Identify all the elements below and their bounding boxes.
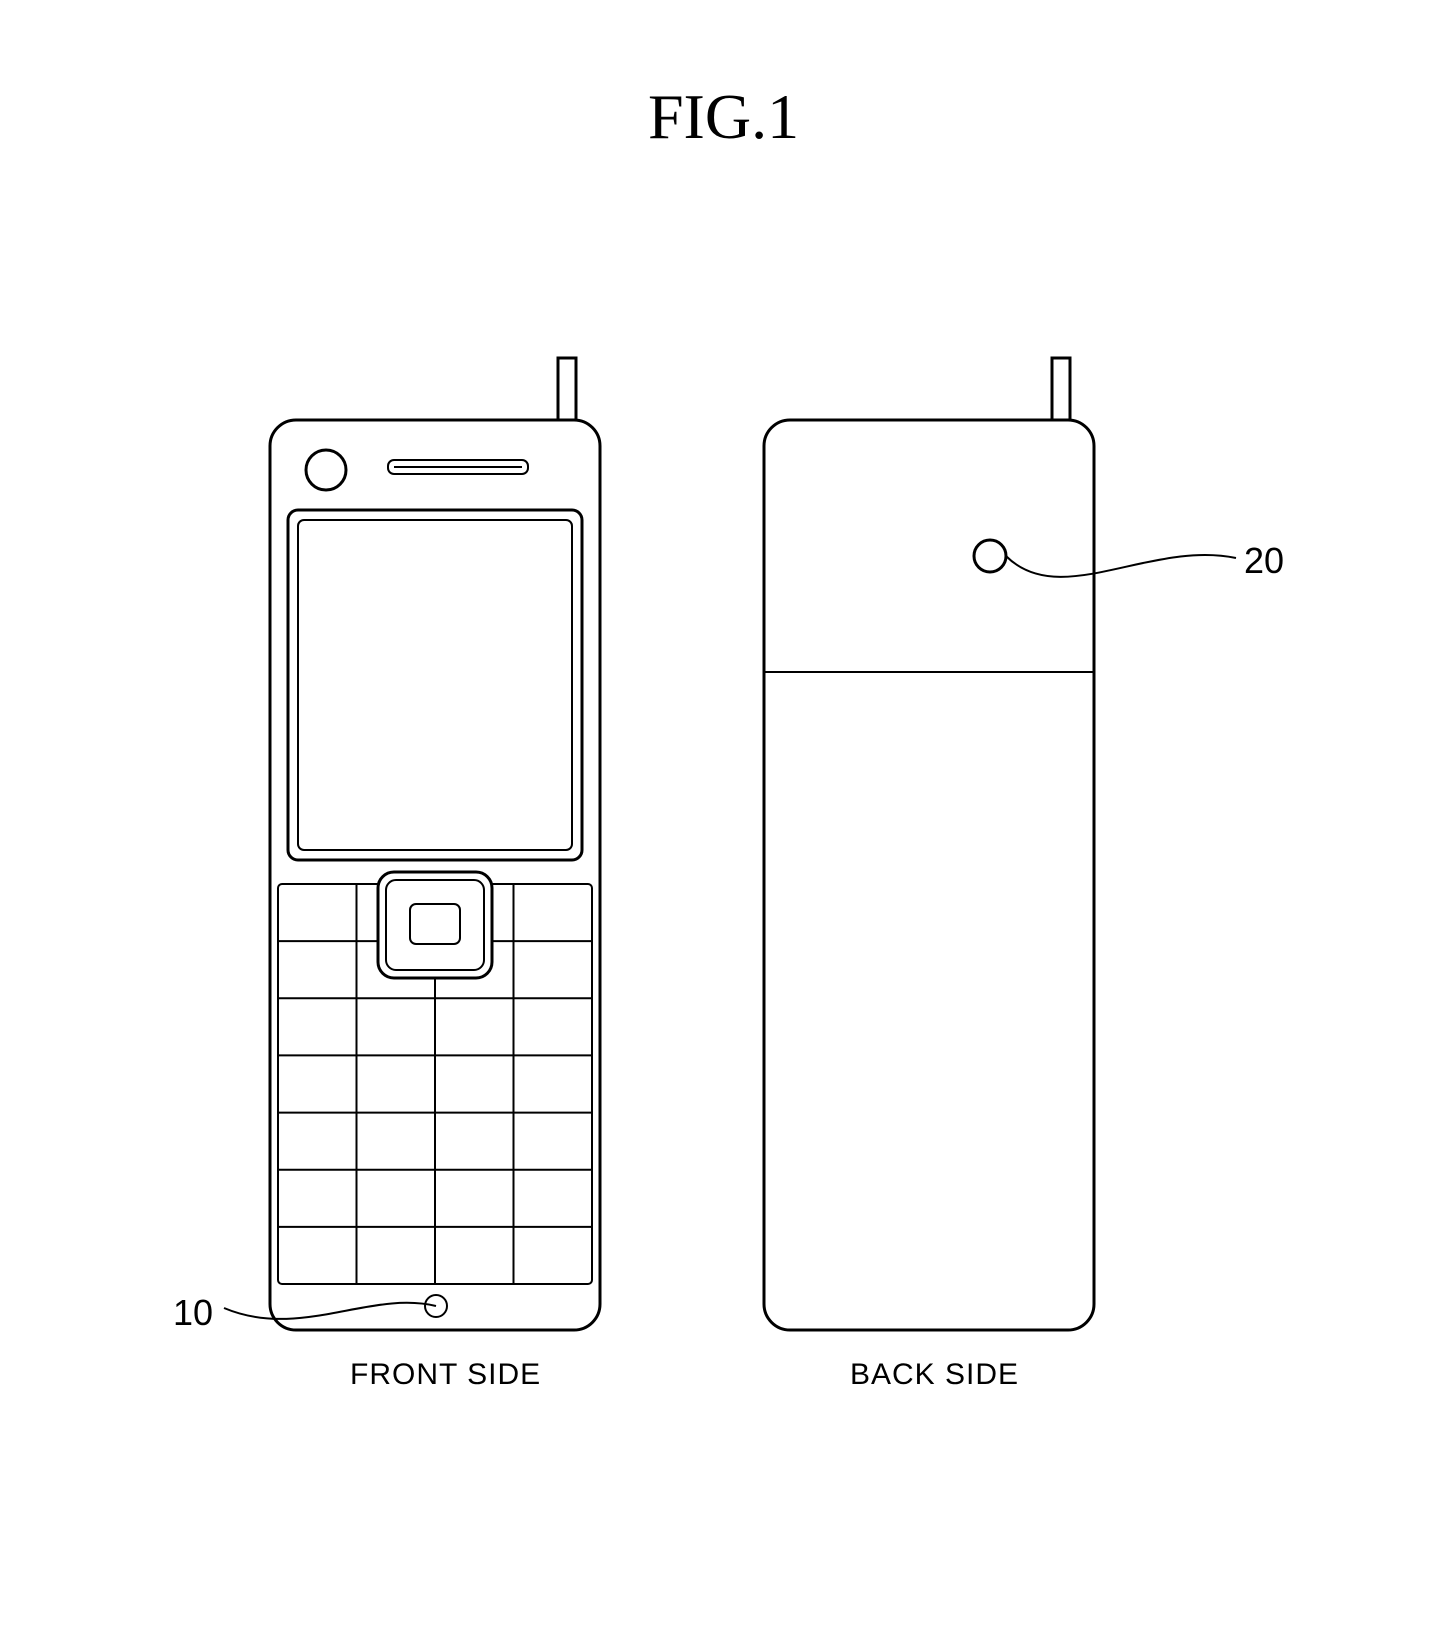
- reference-10: 10: [173, 1292, 213, 1334]
- reference-20: 20: [1244, 540, 1284, 582]
- patent-drawing: [0, 0, 1447, 1650]
- back-caption: BACK SIDE: [850, 1358, 1019, 1392]
- figure-canvas: FIG.1 FRONT SIDE BACK SIDE 10 20: [0, 0, 1447, 1650]
- front-caption: FRONT SIDE: [350, 1358, 541, 1392]
